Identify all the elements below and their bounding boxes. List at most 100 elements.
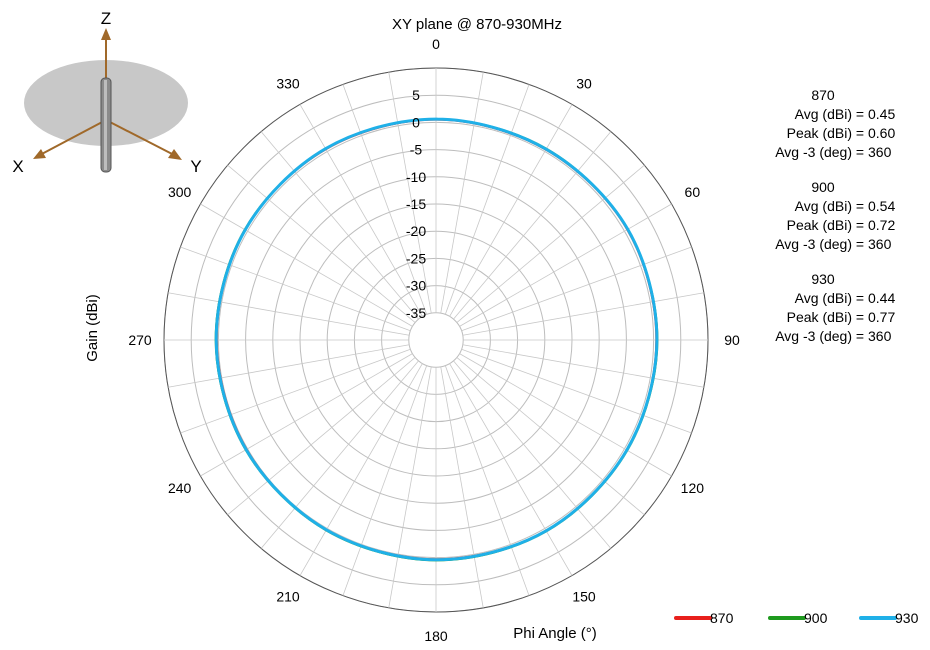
series-line-930 bbox=[214, 117, 659, 562]
radial-tick-label: 0 bbox=[412, 114, 420, 130]
stats-block-title: 870 bbox=[811, 87, 835, 103]
stats-block-900: 900 Avg (dBi) = 0.54 Peak (dBi) = 0.72 Avg -3 (… bbox=[748, 178, 898, 254]
grid-spoke bbox=[444, 84, 530, 315]
stats-equals: = bbox=[855, 198, 865, 214]
stats-value: 0.45 bbox=[868, 106, 896, 122]
angle-tick-label: 30 bbox=[576, 76, 592, 92]
y-axis-label: Y bbox=[190, 157, 201, 176]
stats-value: 0.60 bbox=[868, 125, 896, 141]
stats-value: 0.44 bbox=[868, 290, 896, 306]
grid-spoke bbox=[462, 344, 704, 388]
stats-key: Avg (dBi) bbox=[794, 198, 852, 214]
grid-spoke bbox=[449, 104, 573, 317]
grid-spoke bbox=[260, 131, 419, 320]
stats-row: Avg (dBi) = 0.44 bbox=[748, 289, 898, 308]
grid-spoke bbox=[456, 357, 645, 516]
grid-spoke bbox=[461, 348, 692, 434]
grid-spoke bbox=[342, 84, 428, 315]
grid-spoke bbox=[444, 365, 530, 596]
antenna-highlight bbox=[104, 80, 107, 170]
radial-tick-label: -5 bbox=[410, 142, 423, 158]
stats-value: 0.54 bbox=[868, 198, 896, 214]
stats-equals: = bbox=[855, 328, 865, 344]
stats-row: Avg (dBi) = 0.54 bbox=[748, 197, 898, 216]
stats-block-870: 870 Avg (dBi) = 0.45 Peak (dBi) = 0.60 Avg -3 (… bbox=[748, 86, 898, 162]
stats-value: 0.72 bbox=[868, 217, 896, 233]
stats-row: Avg (dBi) = 0.45 bbox=[748, 105, 898, 124]
grid-spoke bbox=[388, 72, 432, 314]
radial-tick-label: -10 bbox=[406, 169, 426, 185]
stats-value: 0.77 bbox=[868, 309, 896, 325]
grid-spoke bbox=[168, 292, 410, 336]
stats-block-930: 930 Avg (dBi) = 0.44 Peak (dBi) = 0.77 Avg -3 (… bbox=[748, 270, 898, 346]
legend-label-870: 870 bbox=[710, 610, 734, 626]
stats-equals: = bbox=[855, 125, 865, 141]
angle-tick-label: 300 bbox=[168, 184, 192, 200]
angle-tick-labels: 0 30 60 90 120 150 180 210 240 270 300 330 bbox=[128, 36, 740, 644]
z-axis-label: Z bbox=[101, 9, 111, 28]
stats-row: Avg -3 (deg) = 360 bbox=[748, 235, 898, 254]
stats-panel: 870 Avg (dBi) = 0.45 Peak (dBi) = 0.60 Avg -3 (… bbox=[748, 86, 898, 362]
grid-spoke bbox=[299, 363, 423, 576]
stats-equals: = bbox=[855, 309, 865, 325]
y-axis-arrow bbox=[105, 119, 177, 157]
grid-spoke bbox=[440, 366, 484, 608]
angle-tick-label: 60 bbox=[685, 184, 701, 200]
stats-key: Avg -3 (deg) bbox=[775, 328, 852, 344]
grid-spoke bbox=[440, 72, 484, 314]
radial-tick-label: -35 bbox=[406, 305, 426, 321]
grid-spoke bbox=[461, 246, 692, 332]
stats-key: Avg (dBi) bbox=[794, 290, 852, 306]
x-axis-title: Phi Angle (°) bbox=[513, 625, 597, 642]
z-axis-arrowhead bbox=[101, 28, 111, 40]
angle-tick-label: 240 bbox=[168, 480, 192, 496]
x-axis-arrow bbox=[37, 119, 107, 157]
radial-tick-label: 5 bbox=[412, 87, 420, 103]
grid-spoke bbox=[299, 104, 423, 317]
angle-tick-label: 0 bbox=[432, 36, 440, 52]
grid-spoke bbox=[449, 363, 573, 576]
angle-tick-label: 150 bbox=[572, 588, 596, 604]
legend-label-900: 900 bbox=[804, 610, 828, 626]
grid-spoke bbox=[388, 366, 432, 608]
stats-equals: = bbox=[855, 106, 865, 122]
stats-value: 360 bbox=[868, 144, 892, 160]
series-lines bbox=[214, 117, 659, 562]
stats-row: Avg -3 (deg) = 360 bbox=[748, 143, 898, 162]
y-axis-title: Gain (dBi) bbox=[84, 294, 101, 362]
radial-tick-label: -15 bbox=[406, 196, 426, 212]
grid-ring bbox=[408, 312, 464, 368]
radial-tick-label: -30 bbox=[406, 278, 426, 294]
grid-spoke bbox=[462, 292, 704, 336]
grid-spoke bbox=[180, 246, 411, 332]
grid-spoke bbox=[459, 203, 672, 327]
stats-equals: = bbox=[855, 144, 865, 160]
stats-row: Avg -3 (deg) = 360 bbox=[748, 327, 898, 346]
grid-spoke bbox=[453, 131, 612, 320]
chart-title: XY plane @ 870-930MHz bbox=[392, 16, 562, 33]
angle-tick-label: 210 bbox=[276, 588, 300, 604]
stats-block-title: 900 bbox=[811, 179, 835, 195]
stats-value: 360 bbox=[868, 236, 892, 252]
stats-row: Peak (dBi) = 0.77 bbox=[748, 308, 898, 327]
radial-tick-labels: 5 0 -5 -10 -15 -20 -25 -30 -35 bbox=[406, 87, 426, 321]
grid-spoke bbox=[180, 348, 411, 434]
angle-tick-label: 180 bbox=[424, 628, 448, 644]
radial-tick-label: -25 bbox=[406, 250, 426, 266]
stats-value: 360 bbox=[868, 328, 892, 344]
stats-equals: = bbox=[855, 290, 865, 306]
grid-spoke bbox=[453, 360, 612, 549]
legend-label-930: 930 bbox=[895, 610, 919, 626]
angle-tick-label: 330 bbox=[276, 76, 300, 92]
antenna-orientation-icon: Z X Y bbox=[12, 9, 201, 176]
grid-spoke bbox=[200, 353, 413, 477]
grid-spoke bbox=[227, 164, 416, 323]
stats-row: Peak (dBi) = 0.60 bbox=[748, 124, 898, 143]
radial-tick-label: -20 bbox=[406, 223, 426, 239]
legend: 870 900 930 bbox=[674, 610, 919, 626]
stats-key: Peak (dBi) bbox=[786, 309, 852, 325]
stats-key: Avg -3 (deg) bbox=[775, 236, 852, 252]
stats-equals: = bbox=[855, 236, 865, 252]
stats-equals: = bbox=[855, 217, 865, 233]
